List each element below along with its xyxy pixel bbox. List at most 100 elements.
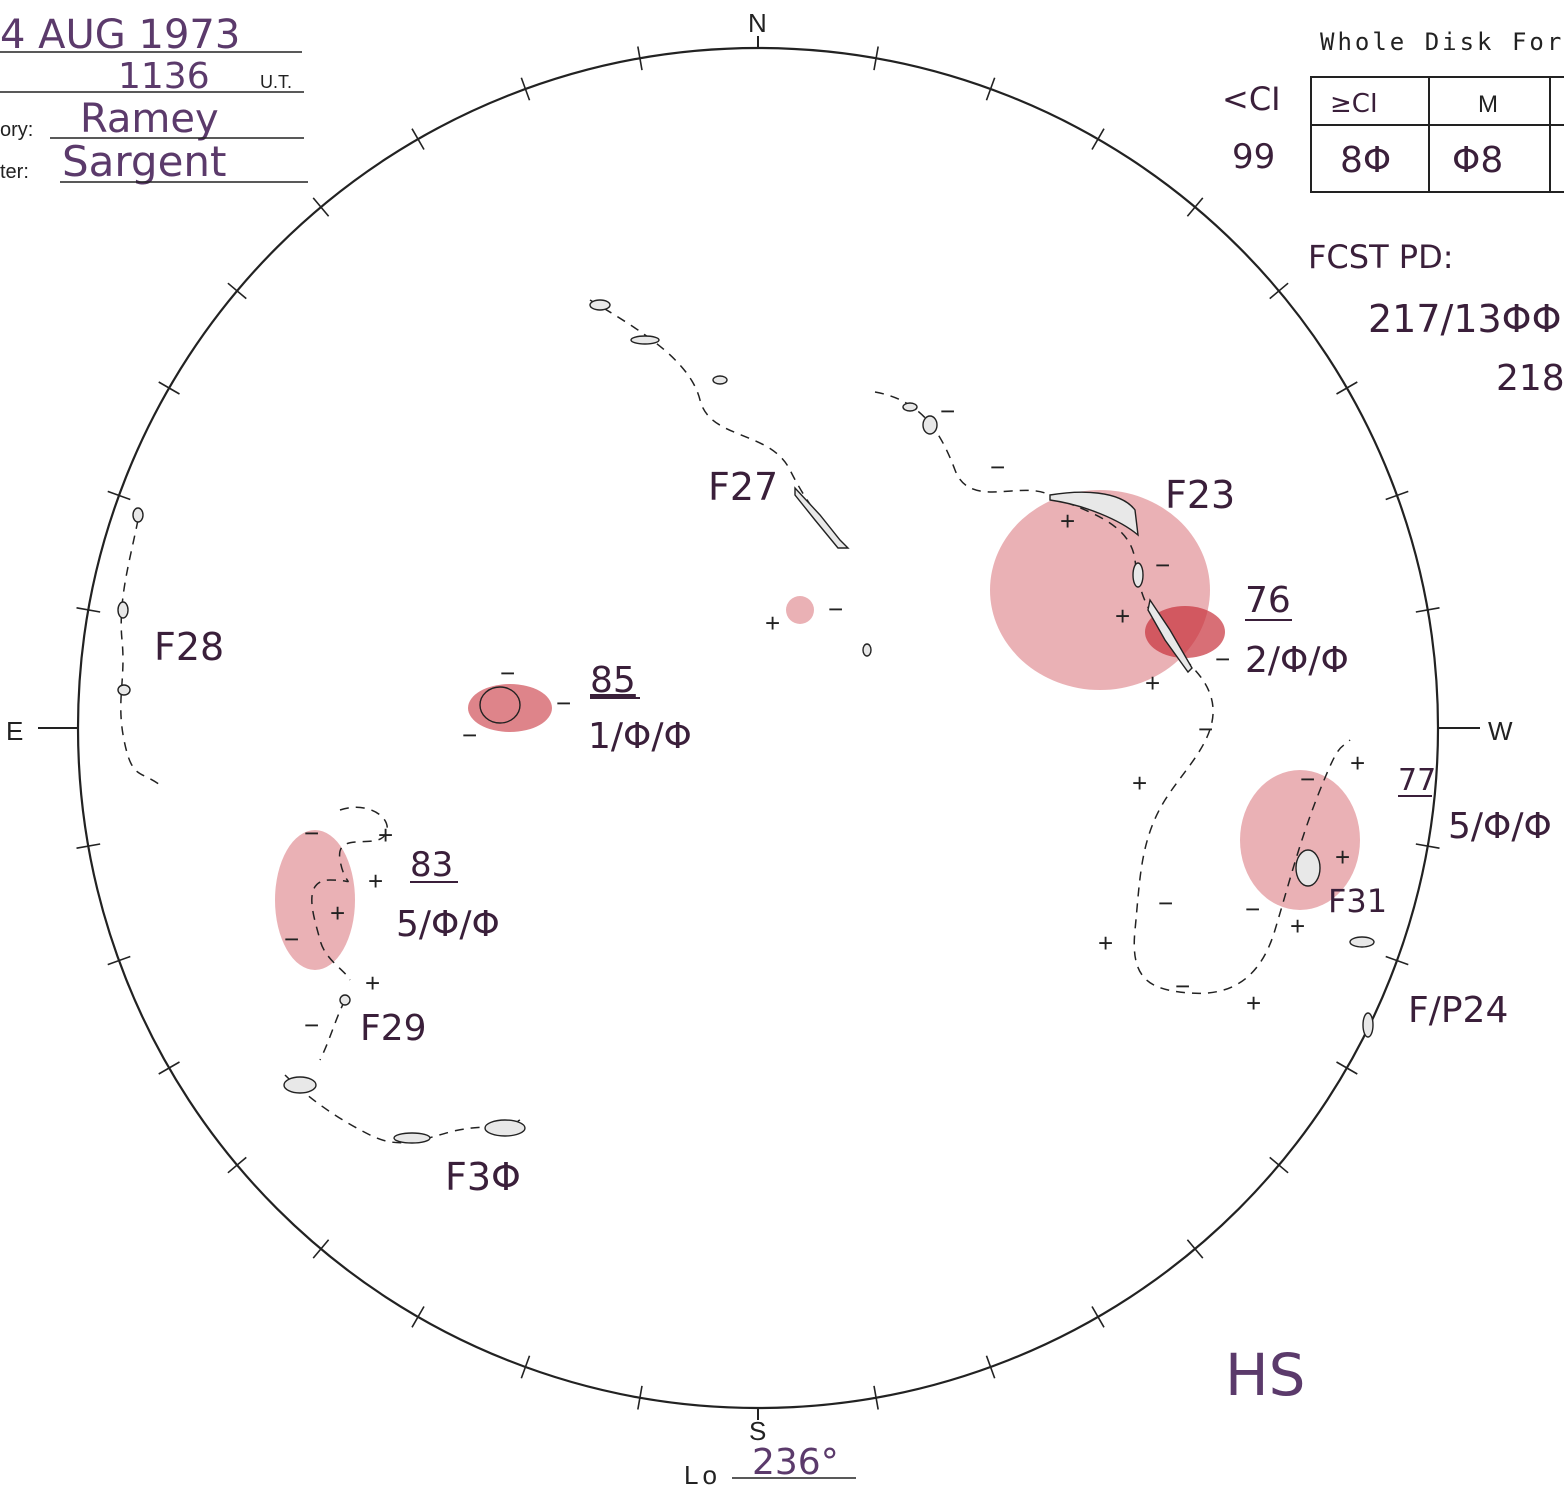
limb-tick — [520, 77, 531, 101]
forecast-period-line2: 218 — [1496, 358, 1564, 399]
longitude-value: 236° — [752, 1442, 839, 1483]
filament-f28-a — [132, 507, 144, 523]
region-76-number: 76 — [1245, 580, 1291, 621]
filament-f27-c — [712, 375, 728, 385]
observatory-value: Ramey — [80, 96, 219, 142]
negative-polarity-mark: − — [1198, 714, 1213, 744]
filament-f28-c — [117, 684, 131, 696]
filament-f30-a — [283, 1076, 317, 1094]
negative-polarity-mark: − — [304, 1010, 319, 1040]
positive-polarity-mark: + — [765, 608, 780, 638]
forecast-side-label-bottom: 99 — [1232, 137, 1275, 177]
limb-tick — [76, 843, 101, 849]
plage-center-small — [786, 596, 814, 624]
limb-tick — [873, 1385, 879, 1410]
neutral-lines — [120, 299, 1351, 1144]
limb-tick — [107, 955, 131, 966]
plage-83-region — [275, 830, 355, 970]
region-77-class: 5/Φ/Φ — [1448, 806, 1552, 847]
forecast-header-ci: ≥CI — [1330, 89, 1378, 119]
filament-f23-c — [1132, 562, 1144, 588]
obs-time: 1136 — [118, 56, 210, 97]
region-83-class: 5/Φ/Φ — [396, 904, 500, 945]
compass-south: S — [749, 1416, 766, 1446]
filament-fp24 — [1362, 1012, 1374, 1038]
observatory-label: ory: — [0, 119, 33, 141]
filament-f31-b — [1349, 936, 1375, 948]
negative-polarity-mark: − — [1215, 644, 1230, 674]
limb-tick — [1385, 490, 1409, 501]
neutral-line-f27 — [589, 299, 846, 551]
limb-tick — [312, 1239, 330, 1259]
region-f28-label: F28 — [154, 625, 224, 669]
limb-tick — [1091, 1306, 1105, 1328]
filament-f23-b — [922, 415, 938, 435]
negative-polarity-mark: − — [990, 452, 1005, 482]
limb-tick — [1269, 1156, 1289, 1174]
filaments — [117, 299, 1375, 1144]
limb-tick — [411, 128, 425, 150]
limb-tick — [1415, 843, 1440, 849]
limb-tick — [76, 607, 101, 613]
positive-polarity-mark: + — [1290, 911, 1305, 941]
limb-tick — [637, 1385, 643, 1410]
filament-85-loop — [479, 686, 521, 724]
forecast-period-label: FCST PD: — [1308, 238, 1454, 276]
limb-tick-marks — [76, 46, 1440, 1410]
limb-tick — [1269, 282, 1289, 300]
limb-tick — [1091, 128, 1105, 150]
negative-polarity-mark: − — [1245, 894, 1260, 924]
limb-tick — [312, 197, 330, 217]
forecast-value-m: Φ8 — [1452, 140, 1503, 181]
region-77-number: 77 — [1398, 763, 1436, 798]
filament-f23-a — [902, 402, 918, 412]
positive-polarity-mark: + — [368, 866, 383, 896]
positive-polarity-mark: + — [1145, 668, 1160, 698]
filament-f30-b — [393, 1132, 431, 1144]
region-labels: F27 F23 F28 85 1/Φ/Φ 76 2/Φ/Φ 77 5/Φ/Φ 8… — [154, 465, 1552, 1199]
limb-tick — [985, 1355, 996, 1379]
negative-polarity-mark: − — [1155, 550, 1170, 580]
region-85-number: 85 — [590, 660, 636, 701]
plage-f23-region — [990, 490, 1210, 690]
forecast-period-line1: 217/13ΦΦ — [1368, 297, 1562, 341]
region-85-class: 1/Φ/Φ — [588, 716, 692, 757]
filament-f23-main — [1049, 491, 1139, 537]
filament-f27-main — [794, 486, 850, 549]
negative-polarity-mark: − — [556, 688, 571, 718]
limb-tick — [637, 46, 643, 71]
positive-polarity-mark: + — [365, 968, 380, 998]
negative-polarity-mark: − — [284, 924, 299, 954]
negative-polarity-mark: − — [304, 818, 319, 848]
positive-polarity-mark: + — [1098, 928, 1113, 958]
plage-76-core — [1145, 606, 1225, 658]
negative-polarity-mark: − — [940, 396, 955, 426]
forecast-value-ci: 8Φ — [1340, 140, 1391, 181]
limb-tick — [1186, 1239, 1204, 1259]
region-f30-label: F3Φ — [445, 1155, 521, 1199]
region-f23-label: F23 — [1165, 473, 1235, 517]
positive-polarity-mark: + — [1350, 748, 1365, 778]
positive-polarity-mark: + — [378, 820, 393, 850]
forecaster-value: Sargent — [62, 137, 227, 186]
forecast-box-title: Whole Disk For — [1320, 28, 1564, 56]
negative-polarity-mark: − — [1175, 971, 1190, 1001]
forecast-box: Whole Disk For <CI 99 ≥CI M 8Φ Φ8 — [1222, 28, 1564, 193]
limb-tick — [1415, 607, 1440, 613]
limb-tick — [107, 490, 131, 501]
limb-tick — [1336, 381, 1358, 395]
region-f29-label: F29 — [360, 1008, 427, 1049]
plage-areas — [275, 490, 1360, 970]
negative-polarity-mark: − — [828, 594, 843, 624]
compass-north: N — [748, 8, 767, 38]
neutral-line-83 — [311, 806, 388, 981]
limb-tick — [1336, 1061, 1358, 1075]
longitude-label: Lo — [684, 1460, 721, 1488]
filament-center — [862, 643, 872, 657]
positive-polarity-mark: + — [1060, 506, 1075, 536]
negative-polarity-mark: − — [1158, 888, 1173, 918]
positive-polarity-mark: + — [1335, 842, 1350, 872]
limb-tick — [1186, 197, 1204, 217]
compass-west: W — [1488, 716, 1513, 746]
